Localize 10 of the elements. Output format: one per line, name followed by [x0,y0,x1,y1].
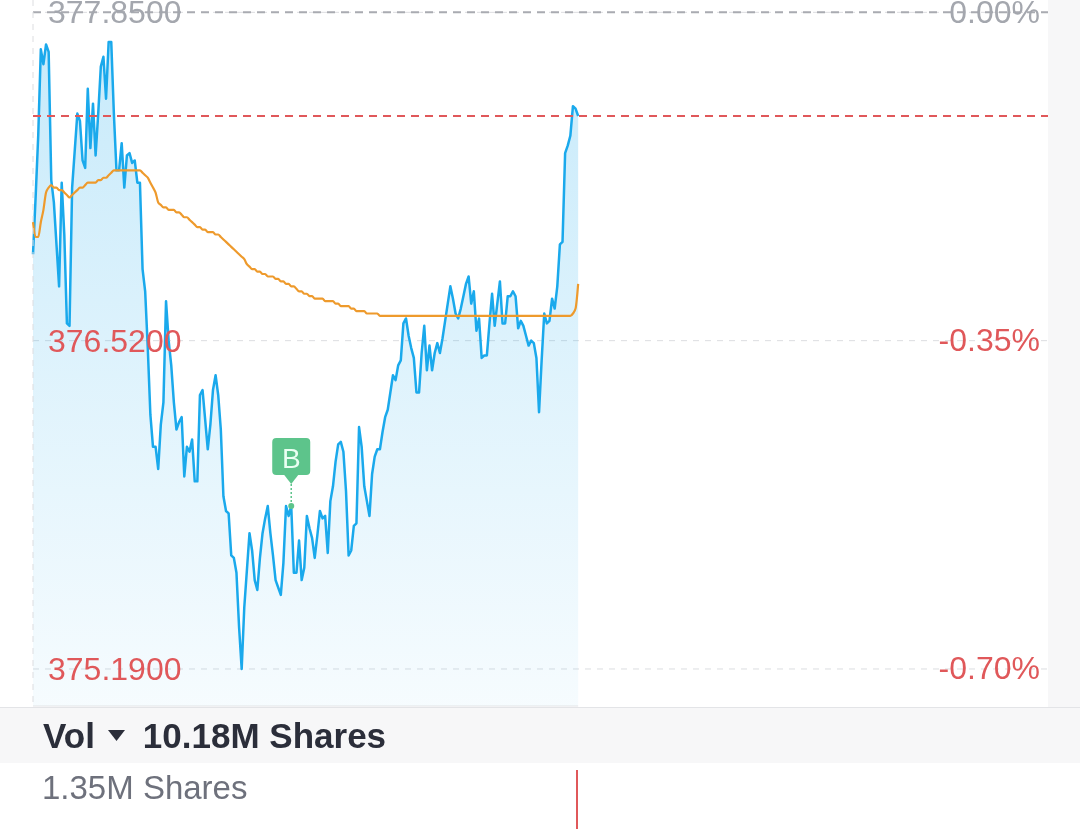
text: Vol [43,715,95,756]
y2-tick-label: -0.70% [938,650,1040,687]
y2-tick-label: -0.35% [938,322,1040,359]
text: 1.35M Shares [42,769,248,806]
y-tick-label: 375.1900 [48,650,182,687]
series-label: B [281,442,301,474]
y2-tick-label: 0.00% [949,0,1040,31]
text: 10.18M Shares [142,715,387,756]
y-tick-label: 377.8500 [48,0,182,31]
line-series [31,169,580,318]
